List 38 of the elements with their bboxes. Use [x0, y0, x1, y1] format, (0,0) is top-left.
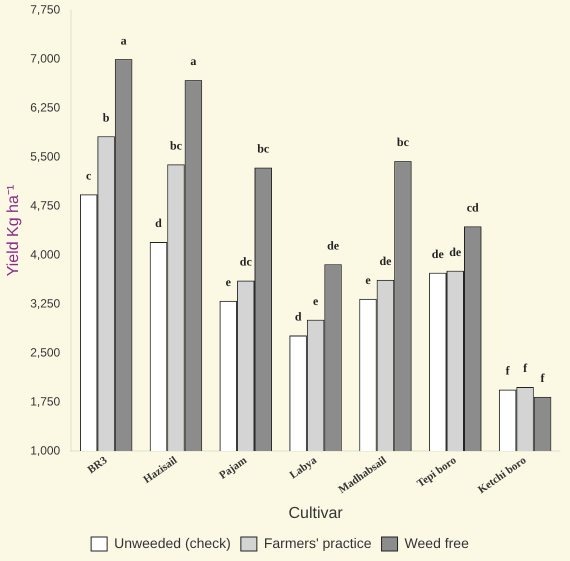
legend-label: Weed free — [404, 534, 470, 551]
y-tick-label: 6,250 — [30, 100, 61, 114]
data-label: f — [523, 361, 528, 376]
legend-label: Farmers' practice — [264, 534, 372, 551]
y-tick-label: 1,000 — [30, 443, 61, 458]
data-label: de — [379, 254, 392, 268]
data-label: de — [327, 238, 340, 252]
data-label: e — [226, 274, 232, 289]
data-label: bc — [396, 135, 410, 150]
data-label: de — [432, 246, 444, 261]
y-tick-label: 3,250 — [30, 296, 61, 310]
legend-label: Unweeded (check) — [114, 534, 231, 551]
x-tick-label: Tepi boro — [414, 454, 460, 490]
data-label: a — [190, 54, 196, 68]
data-label: a — [120, 33, 127, 48]
x-axis-title: Cultivar — [288, 504, 344, 522]
data-label: dc — [240, 254, 252, 269]
y-tick-label: 7,750 — [30, 2, 61, 17]
data-label: e — [365, 272, 372, 287]
data-label: d — [155, 216, 162, 230]
y-tick-label: 2,500 — [30, 345, 61, 360]
data-label: e — [312, 294, 319, 308]
y-tick-label: 1,750 — [30, 394, 61, 408]
y-tick-label: 4,750 — [30, 198, 61, 212]
data-label: f — [506, 364, 511, 378]
data-label: bc — [170, 138, 183, 152]
y-tick-label: 5,500 — [30, 149, 61, 164]
data-label: cd — [466, 200, 480, 214]
y-tick-label: 4,000 — [30, 247, 61, 262]
data-label: de — [449, 244, 462, 259]
data-label: d — [294, 310, 302, 324]
y-axis-title: Yield Kg ha⁻¹ — [5, 184, 22, 276]
x-tick-label: BR3 — [86, 454, 110, 476]
data-label: f — [540, 370, 546, 385]
data-label: c — [86, 168, 92, 182]
data-label: b — [102, 110, 110, 124]
y-tick-label: 7,000 — [30, 51, 61, 66]
data-label: bc — [257, 142, 270, 156]
